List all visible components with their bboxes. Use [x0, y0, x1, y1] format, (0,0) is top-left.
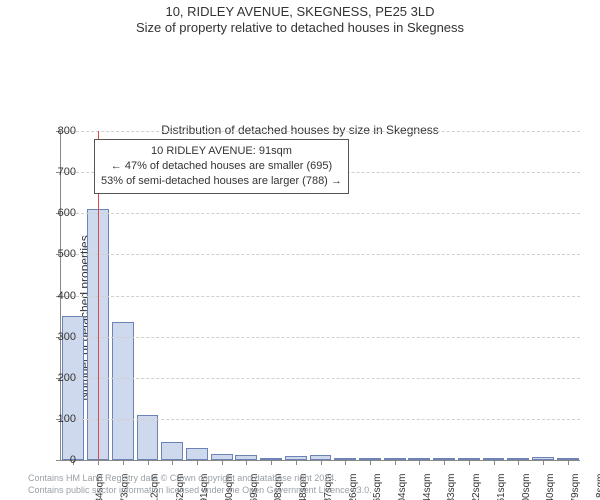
- attribution: Contains HM Land Registry data © Crown c…: [28, 472, 372, 496]
- xtick-mark: [543, 460, 544, 465]
- gridline: [61, 131, 580, 132]
- xtick-label: 818sqm: [595, 474, 600, 500]
- ytick-label: 200: [46, 372, 76, 384]
- bar: [112, 322, 134, 460]
- ytick-label: 600: [46, 207, 76, 219]
- ytick-label: 400: [46, 290, 76, 302]
- xtick-mark: [370, 460, 371, 465]
- xtick-mark: [419, 460, 420, 465]
- xtick-label: 661sqm: [496, 474, 507, 500]
- gridline: [61, 296, 580, 297]
- gridline: [61, 213, 580, 214]
- xtick-mark: [568, 460, 569, 465]
- annotation-line-2: ← 47% of detached houses are smaller (69…: [101, 159, 342, 174]
- plot-area: 34sqm73sqm112sqm152sqm191sqm230sqm269sqm…: [60, 131, 580, 461]
- xtick-mark: [172, 460, 173, 465]
- xtick-mark: [222, 460, 223, 465]
- annotation-line-3: 53% of semi-detached houses are larger (…: [101, 174, 342, 189]
- xtick-mark: [98, 460, 99, 465]
- gridline: [61, 337, 580, 338]
- xtick-mark: [494, 460, 495, 465]
- xtick-label: 504sqm: [397, 474, 408, 500]
- ytick-label: 500: [46, 248, 76, 260]
- xtick-mark: [246, 460, 247, 465]
- container: 10, RIDLEY AVENUE, SKEGNESS, PE25 3LD Si…: [0, 4, 600, 500]
- xtick-label: 622sqm: [471, 474, 482, 500]
- xtick-mark: [444, 460, 445, 465]
- xtick-mark: [345, 460, 346, 465]
- gridline: [61, 378, 580, 379]
- gridline: [61, 419, 580, 420]
- ytick-label: 0: [46, 454, 76, 466]
- xtick-label: 544sqm: [422, 474, 433, 500]
- ytick-label: 300: [46, 331, 76, 343]
- xtick-label: 700sqm: [521, 474, 532, 500]
- ytick-label: 100: [46, 413, 76, 425]
- attribution-line-2: Contains public sector information licen…: [28, 485, 372, 495]
- gridline: [61, 254, 580, 255]
- bar: [137, 415, 159, 460]
- xtick-label: 740sqm: [545, 474, 556, 500]
- bar: [186, 448, 208, 460]
- bar: [161, 442, 183, 461]
- attribution-line-1: Contains HM Land Registry data © Crown c…: [28, 473, 337, 483]
- xtick-mark: [321, 460, 322, 465]
- xtick-mark: [271, 460, 272, 465]
- xtick-mark: [197, 460, 198, 465]
- ytick-label: 700: [46, 166, 76, 178]
- xtick-mark: [296, 460, 297, 465]
- annotation-box: 10 RIDLEY AVENUE: 91sqm← 47% of detached…: [94, 139, 349, 194]
- xtick-mark: [148, 460, 149, 465]
- xtick-mark: [469, 460, 470, 465]
- ytick-label: 800: [46, 125, 76, 137]
- title-sub: Size of property relative to detached ho…: [0, 20, 600, 35]
- xtick-label: 583sqm: [446, 474, 457, 500]
- plot-wrapper: Number of detached properties 34sqm73sqm…: [0, 123, 600, 500]
- xtick-label: 779sqm: [570, 474, 581, 500]
- xtick-mark: [123, 460, 124, 465]
- xtick-mark: [518, 460, 519, 465]
- title-main: 10, RIDLEY AVENUE, SKEGNESS, PE25 3LD: [0, 4, 600, 19]
- xtick-label: 465sqm: [372, 474, 383, 500]
- xtick-mark: [395, 460, 396, 465]
- annotation-line-1: 10 RIDLEY AVENUE: 91sqm: [101, 144, 342, 159]
